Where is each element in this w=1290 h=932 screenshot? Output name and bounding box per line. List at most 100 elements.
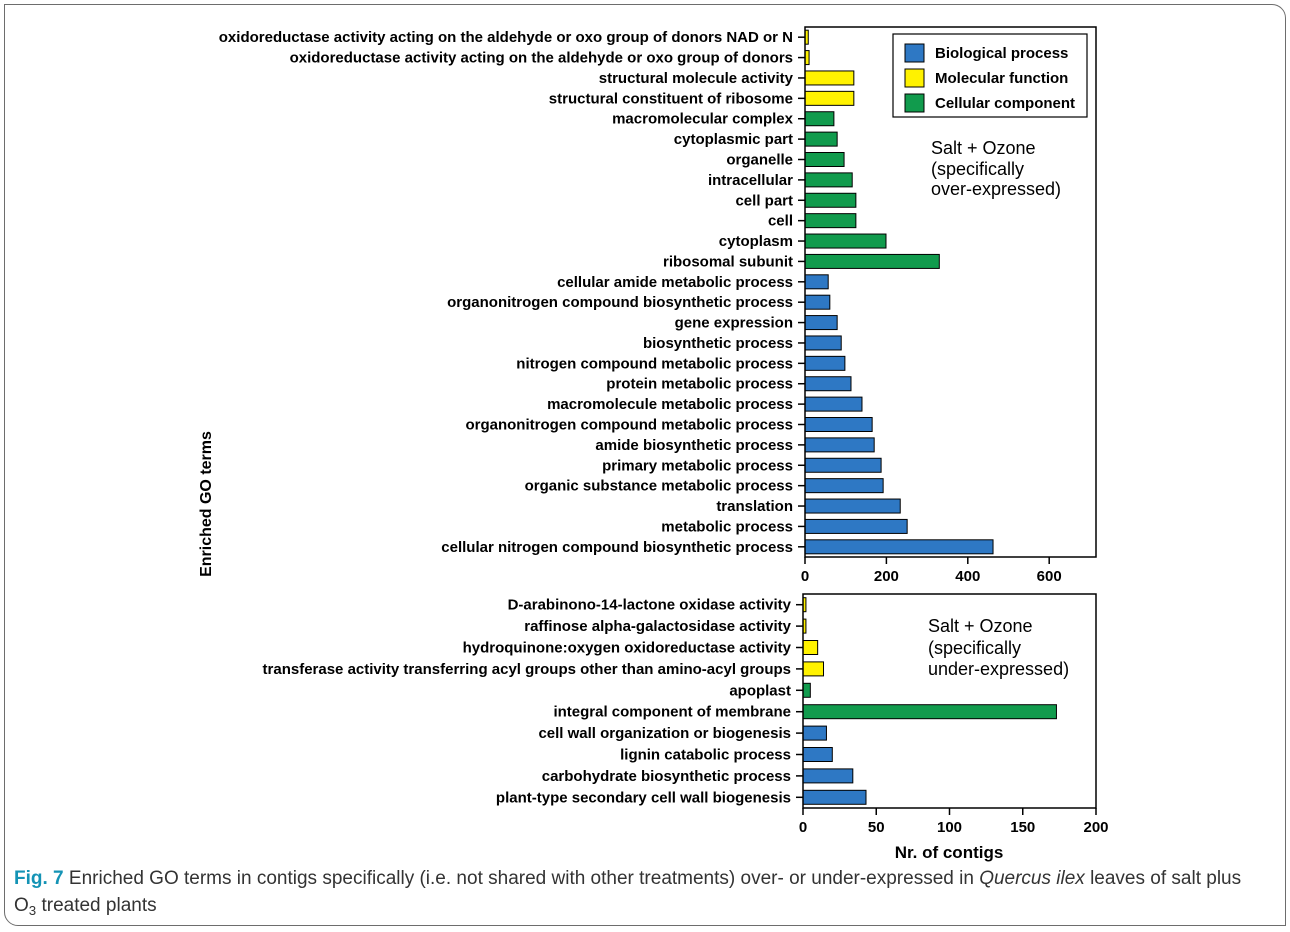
category-label: organic substance metabolic process bbox=[525, 478, 793, 495]
category-label: plant-type secondary cell wall biogenesi… bbox=[496, 789, 791, 806]
category-label: carbohydrate biosynthetic process bbox=[542, 768, 791, 785]
legend-box bbox=[892, 33, 1088, 118]
legend-label-biological-process: Biological process bbox=[935, 45, 1068, 62]
species-name: Quercus ilex bbox=[979, 868, 1085, 889]
category-label: raffinose alpha-galactosidase activity bbox=[524, 618, 791, 635]
x-tick-label: 200 bbox=[1083, 819, 1108, 836]
go-term-bar bbox=[804, 294, 831, 310]
go-term-bar bbox=[804, 172, 853, 188]
x-tick-label: 100 bbox=[937, 819, 962, 836]
category-label: macromolecule metabolic process bbox=[547, 396, 793, 413]
go-term-bar bbox=[804, 213, 857, 229]
go-term-bar bbox=[804, 131, 838, 147]
x-tick-label: 0 bbox=[799, 819, 807, 836]
caption-line-2: O3 treated plants bbox=[14, 892, 1241, 919]
category-label: organelle bbox=[726, 152, 793, 169]
category-label: protein metabolic process bbox=[606, 376, 793, 393]
x-tick-label: 150 bbox=[1010, 819, 1035, 836]
over-expressed-chart: oxidoreductase activity acting on the al… bbox=[219, 26, 1097, 585]
go-term-bar bbox=[802, 682, 811, 698]
category-label: cytoplasm bbox=[719, 233, 793, 250]
legend-label-molecular-function: Molecular function bbox=[935, 70, 1068, 87]
over-expressed-annotation: Salt + Ozone (specifically over-expresse… bbox=[931, 138, 1061, 199]
category-label: oxidoreductase activity acting on the al… bbox=[219, 29, 793, 46]
category-label: lignin catabolic process bbox=[620, 747, 791, 764]
go-term-bar bbox=[804, 233, 887, 249]
category-label: cytoplasmic part bbox=[674, 131, 793, 148]
go-term-bar bbox=[804, 478, 884, 494]
category-label: cell part bbox=[735, 192, 793, 209]
category-label: oxidoreductase activity acting on the al… bbox=[290, 50, 793, 67]
category-label: structural constituent of ribosome bbox=[549, 90, 793, 107]
y-axis-label: Enriched GO terms bbox=[198, 431, 215, 577]
legend-swatch-cellular-component bbox=[904, 93, 925, 113]
go-term-bar bbox=[802, 640, 819, 655]
figure-chart: oxidoreductase activity acting on the al… bbox=[198, 26, 1109, 862]
caption-text: Enriched GO terms in contigs specificall… bbox=[68, 868, 974, 889]
annotation-line: over-expressed) bbox=[931, 179, 1061, 199]
category-label: cellular amide metabolic process bbox=[557, 274, 793, 291]
category-label: structural molecule activity bbox=[599, 70, 794, 87]
go-term-bar bbox=[802, 661, 825, 677]
category-label: intracellular bbox=[708, 172, 793, 189]
go-term-bar bbox=[802, 725, 827, 741]
category-label: organonitrogen compound metabolic proces… bbox=[465, 417, 793, 434]
go-term-bar bbox=[804, 457, 882, 473]
go-term-bar bbox=[804, 335, 842, 351]
x-tick-label: 200 bbox=[874, 568, 899, 585]
go-term-bar bbox=[804, 274, 829, 290]
go-term-bar bbox=[802, 747, 833, 762]
annotation-line: under-expressed) bbox=[928, 659, 1069, 679]
plot-frame bbox=[804, 26, 1097, 558]
legend-swatch-biological-process bbox=[904, 43, 925, 63]
go-term-bar bbox=[804, 152, 845, 167]
go-term-bar bbox=[804, 539, 994, 555]
category-label: integral component of membrane bbox=[553, 704, 791, 721]
category-label: metabolic process bbox=[661, 518, 793, 535]
x-tick-label: 400 bbox=[955, 568, 980, 585]
under-expressed-chart: D-arabinono-14-lactone oxidase activity r… bbox=[263, 593, 1109, 836]
go-term-bar bbox=[804, 315, 838, 331]
figure-label: Fig. 7 bbox=[14, 868, 64, 889]
category-label: macromolecular complex bbox=[612, 111, 794, 128]
annotation-line: (specifically bbox=[931, 159, 1024, 179]
annotation-line: (specifically bbox=[928, 638, 1021, 658]
category-label: cell wall organization or biogenesis bbox=[538, 725, 791, 742]
go-term-bar bbox=[804, 417, 873, 432]
caption-text: leaves of salt plus bbox=[1090, 868, 1242, 889]
annotation-line: Salt + Ozone bbox=[928, 616, 1033, 636]
x-axis-label: Nr. of contigs bbox=[895, 843, 1004, 862]
category-label: translation bbox=[716, 498, 793, 515]
category-label: nitrogen compound metabolic process bbox=[516, 355, 793, 372]
go-term-bar bbox=[802, 789, 867, 805]
figure-caption: Fig. 7 Enriched GO terms in contigs spec… bbox=[14, 865, 1241, 919]
go-term-bar bbox=[804, 111, 835, 127]
go-term-bar bbox=[802, 704, 1057, 720]
category-label: cellular nitrogen compound biosynthetic … bbox=[441, 539, 793, 556]
category-label: cell bbox=[768, 213, 793, 230]
caption-line-1: Fig. 7 Enriched GO terms in contigs spec… bbox=[14, 865, 1241, 892]
legend-swatch-molecular-function bbox=[904, 68, 925, 88]
legend-label-cellular-component: Cellular component bbox=[935, 95, 1075, 112]
formula-base: O bbox=[14, 895, 29, 916]
category-label: transferase activity transferring acyl g… bbox=[263, 661, 791, 678]
category-label: primary metabolic process bbox=[602, 457, 793, 474]
go-term-bar bbox=[804, 355, 846, 371]
go-term-bar bbox=[804, 437, 875, 453]
annotation-line: Salt + Ozone bbox=[931, 138, 1036, 158]
formula-subscript: 3 bbox=[28, 902, 37, 918]
x-tick-label: 0 bbox=[801, 568, 809, 585]
category-label: hydroquinone:oxygen oxidoreductase activ… bbox=[463, 640, 792, 657]
category-label: biosynthetic process bbox=[643, 335, 793, 352]
category-label: gene expression bbox=[675, 315, 793, 332]
figure-frame bbox=[4, 4, 1286, 926]
go-term-bar bbox=[802, 768, 854, 784]
go-term-bar bbox=[804, 376, 852, 392]
x-tick-label: 50 bbox=[868, 819, 885, 836]
go-term-bar bbox=[804, 498, 901, 514]
go-term-bar bbox=[804, 70, 855, 86]
go-term-bar bbox=[804, 518, 908, 534]
category-label: organonitrogen compound biosynthetic pro… bbox=[447, 294, 793, 311]
caption-text: treated plants bbox=[41, 895, 157, 916]
category-label: amide biosynthetic process bbox=[595, 437, 793, 454]
